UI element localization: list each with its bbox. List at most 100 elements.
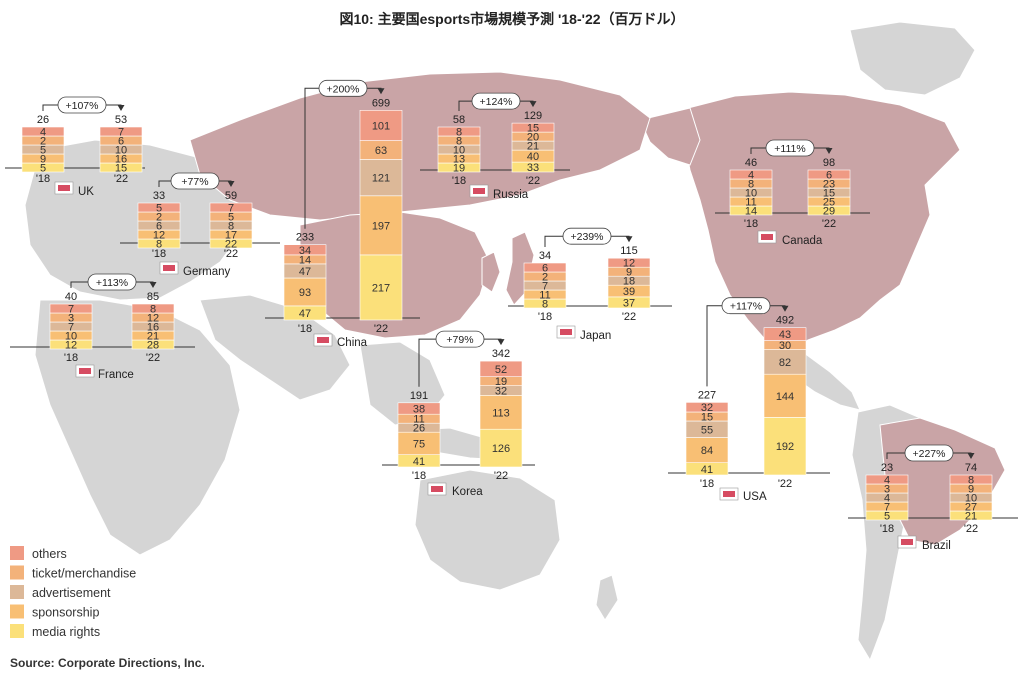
year-label-canada-2018: '18 (744, 218, 758, 230)
flag-mark-japan (560, 329, 572, 335)
bar-segment-china-2022-media_rights (359, 254, 403, 321)
segment-label-russia-2022-advertisement: 21 (527, 141, 539, 153)
bar-segment-france-2022-others (131, 303, 175, 314)
growth-label-japan: +239% (571, 231, 604, 243)
segment-label-france-2022-sponsorship: 21 (147, 331, 159, 343)
segment-label-usa-2018-advertisement: 55 (701, 424, 713, 436)
legend-swatch-sponsorship (10, 604, 24, 619)
year-label-russia-2022: '22 (526, 175, 540, 187)
bar-segment-uk-2022-others (99, 126, 143, 137)
year-label-japan-2018: '18 (538, 311, 552, 323)
segment-label-uk-2022-ticket_merchandise: 6 (118, 136, 124, 148)
total-label-korea-2018: 191 (410, 390, 428, 402)
country-name-usa: USA (743, 491, 767, 503)
flag-mark-brazil (901, 539, 913, 545)
source-note: Source: Corporate Directions, Inc. (10, 656, 205, 670)
segment-label-germany-2018-ticket_merchandise: 2 (156, 212, 162, 224)
country-name-brazil: Brazil (922, 540, 951, 552)
bar-segment-china-2018-others (283, 244, 327, 256)
segment-label-korea-2022-ticket_merchandise: 19 (495, 376, 507, 388)
growth-badge-russia (471, 92, 521, 110)
segment-label-germany-2018-advertisement: 6 (156, 221, 162, 233)
total-label-canada-2018: 46 (745, 157, 757, 169)
segment-label-korea-2018-sponsorship: 75 (413, 438, 425, 450)
flag-mark-usa (723, 491, 735, 497)
legend-label-others: others (32, 547, 67, 561)
growth-label-france: +113% (96, 277, 128, 289)
legend-swatch-ticket_merchandise (10, 565, 24, 580)
segment-label-russia-2022-others: 15 (527, 123, 539, 135)
segment-label-germany-2018-media_rights: 8 (156, 239, 162, 251)
growth-badge-germany (170, 172, 220, 190)
bar-segment-china-2022-advertisement (359, 159, 403, 197)
year-label-brazil-2018: '18 (880, 523, 894, 535)
segment-label-uk-2018-sponsorship: 9 (40, 154, 46, 166)
total-label-russia-2018: 58 (453, 114, 465, 126)
segment-label-china-2018-others: 34 (299, 245, 311, 257)
segment-label-russia-2022-ticket_merchandise: 20 (527, 132, 539, 144)
segment-label-japan-2018-advertisement: 7 (542, 281, 548, 293)
legend-label-media_rights: media rights (32, 625, 100, 639)
segment-label-germany-2018-sponsorship: 12 (153, 230, 165, 242)
total-label-canada-2022: 98 (823, 157, 835, 169)
bar-segment-uk-2018-others (21, 126, 65, 137)
segment-label-france-2022-advertisement: 16 (147, 322, 159, 334)
country-name-russia: Russia (493, 189, 529, 201)
bar-segment-korea-2022-others (479, 360, 523, 378)
segment-label-germany-2022-media_rights: 22 (225, 239, 237, 251)
flag-mark-france (79, 368, 91, 374)
bar-segment-usa-2022-media_rights (763, 417, 807, 476)
segment-label-japan-2022-sponsorship: 39 (623, 286, 635, 298)
year-label-china-2018: '18 (298, 323, 312, 335)
bar-segment-china-2022-sponsorship (359, 195, 403, 256)
segment-label-china-2022-media_rights: 217 (372, 282, 390, 294)
segment-label-china-2018-media_rights: 47 (299, 308, 311, 320)
bar-segment-brazil-2022-others (949, 474, 993, 485)
country-name-uk: UK (78, 186, 94, 198)
segment-label-usa-2022-sponsorship: 144 (776, 391, 794, 403)
flag-mark-canada (761, 234, 773, 240)
legend-swatch-others (10, 546, 24, 560)
segment-label-germany-2022-ticket_merchandise: 5 (228, 212, 234, 224)
segment-label-korea-2022-others: 52 (495, 364, 507, 376)
total-label-france-2022: 85 (147, 291, 159, 303)
segment-label-usa-2022-ticket_merchandise: 30 (779, 340, 791, 352)
total-label-uk-2022: 53 (115, 114, 127, 126)
segment-label-china-2018-ticket_merchandise: 14 (299, 254, 311, 266)
bar-segment-china-2018-sponsorship (283, 277, 327, 307)
segment-label-france-2018-sponsorship: 10 (65, 331, 77, 343)
total-label-japan-2018: 34 (539, 250, 551, 262)
segment-label-japan-2022-media_rights: 37 (623, 297, 635, 309)
bar-segment-canada-2018-others (729, 169, 773, 180)
segment-label-uk-2018-advertisement: 5 (40, 145, 46, 157)
segment-label-japan-2018-others: 6 (542, 263, 548, 275)
segment-label-usa-2018-others: 32 (701, 402, 713, 414)
segment-label-usa-2022-others: 43 (779, 329, 791, 341)
segment-label-brazil-2018-ticket_merchandise: 3 (884, 484, 890, 496)
segment-label-usa-2022-media_rights: 192 (776, 441, 794, 453)
segment-label-japan-2018-media_rights: 8 (542, 299, 548, 311)
flag-mark-russia (473, 188, 485, 194)
segment-label-france-2018-media_rights: 12 (65, 340, 77, 352)
country-name-china: China (337, 337, 368, 349)
segment-label-russia-2022-media_rights: 33 (527, 162, 539, 174)
total-label-germany-2022: 59 (225, 190, 237, 202)
segment-label-brazil-2018-media_rights: 5 (884, 511, 890, 523)
bar-segment-usa-2018-sponsorship (685, 437, 729, 464)
growth-badge-uk (57, 96, 107, 114)
growth-label-china: +200% (327, 83, 360, 95)
flag-mark-china (317, 337, 329, 343)
growth-badge-brazil (904, 444, 954, 462)
segment-label-russia-2018-others: 8 (456, 127, 462, 139)
segment-label-france-2018-others: 7 (68, 304, 74, 316)
year-label-france-2022: '22 (146, 352, 160, 364)
segment-label-china-2018-sponsorship: 93 (299, 287, 311, 299)
